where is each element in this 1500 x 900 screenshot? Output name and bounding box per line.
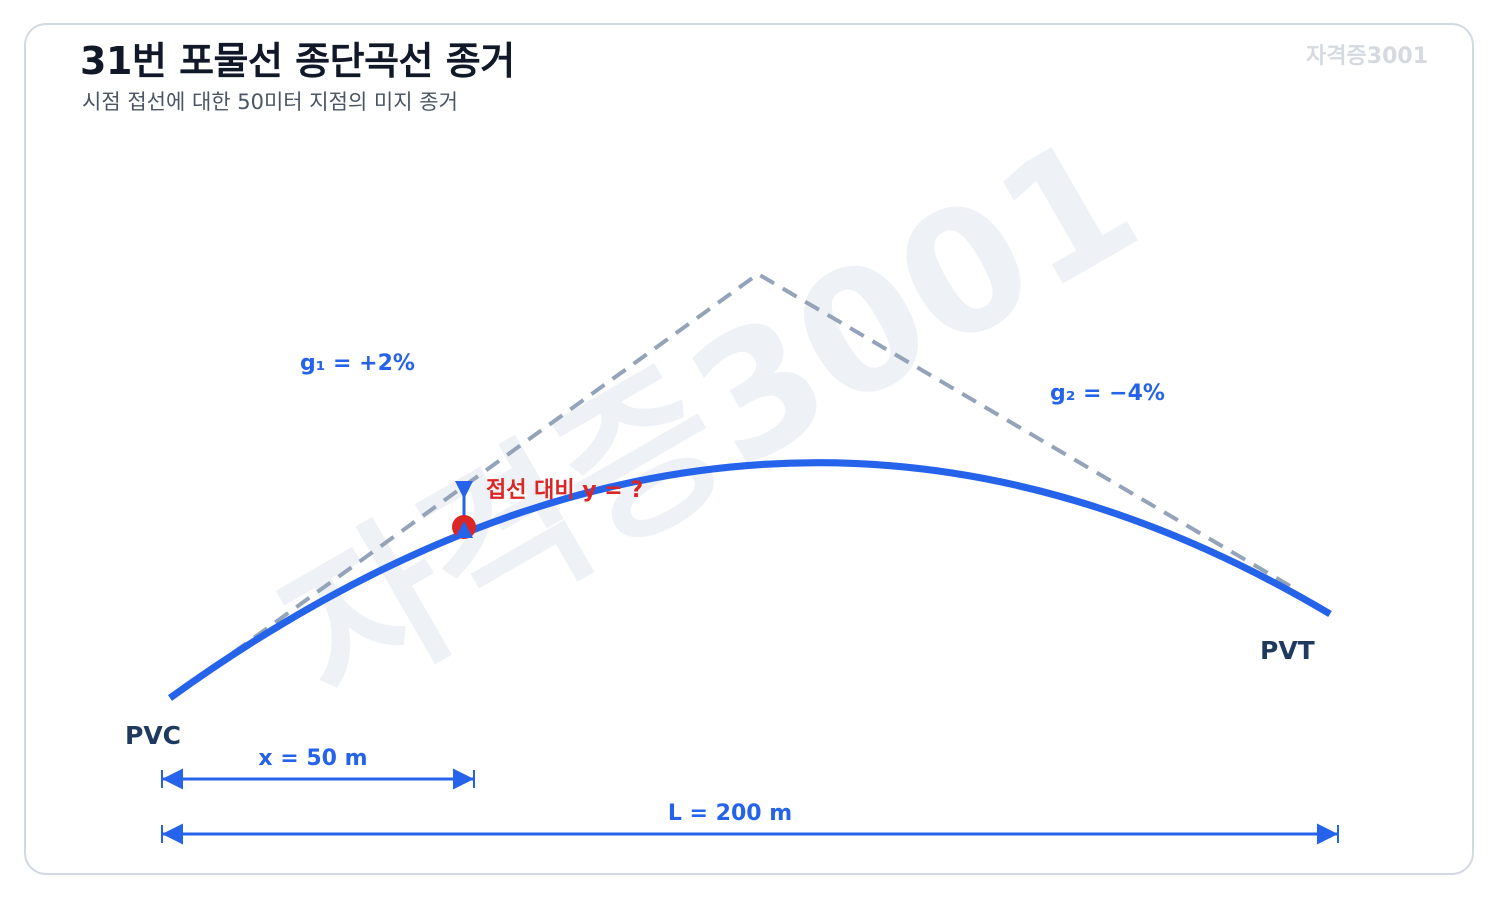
brand-logo: 자격증3001 (1306, 44, 1428, 69)
offset-arrow-bottom (455, 521, 473, 538)
page-subtitle: 시점 접선에 대한 50미터 지점의 미지 종거 (82, 90, 458, 114)
pvc-label: PVC (125, 721, 181, 750)
offset-question-label: 접선 대비 y = ? (486, 478, 643, 503)
offset-arrow-top (455, 481, 473, 499)
page-title: 31번 포물선 종단곡선 종거 (80, 39, 515, 83)
grade-g1-label: g₁ = +2% (300, 351, 415, 376)
diagram-card (24, 23, 1474, 875)
x-dimension-label: x = 50 m (258, 746, 367, 771)
parabolic-curve (167, 459, 1332, 701)
grade-g2-label: g₂ = −4% (1050, 381, 1165, 406)
l-dimension-label: L = 200 m (668, 801, 792, 826)
pvt-label: PVT (1260, 636, 1315, 665)
watermark-text: 자격증3001 (253, 98, 1168, 741)
